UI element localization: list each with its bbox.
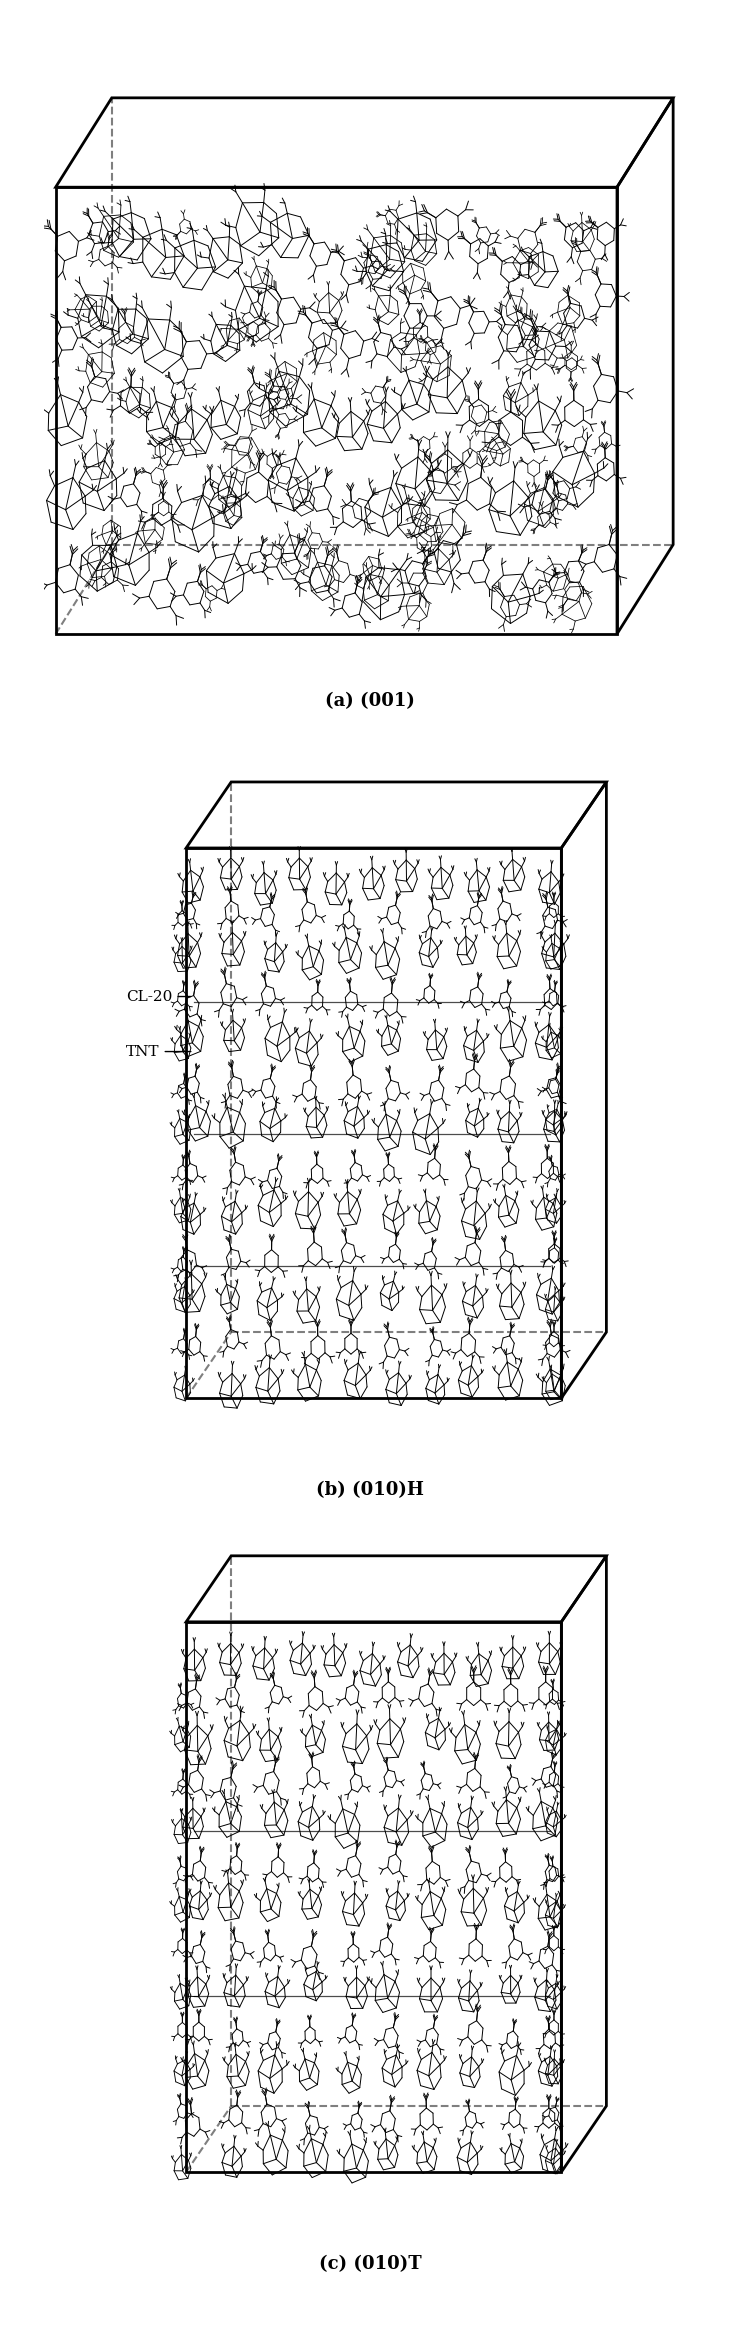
Text: TNT: TNT <box>126 1044 191 1058</box>
Text: CL-20: CL-20 <box>126 990 191 1004</box>
Text: (b) (010)H: (b) (010)H <box>316 1482 424 1498</box>
Text: (a) (001): (a) (001) <box>325 692 415 711</box>
Text: (c) (010)T: (c) (010)T <box>319 2256 421 2272</box>
